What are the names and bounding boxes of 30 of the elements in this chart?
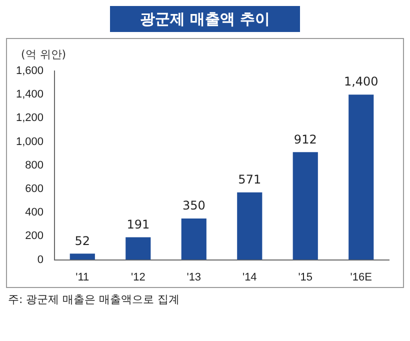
chart-title: 광군제 매출액 추이	[110, 6, 300, 32]
data-label: 1,400	[344, 74, 378, 89]
data-label: 52	[74, 234, 90, 248]
text: 주: 광군제 매출은 매출액으로 집계	[8, 292, 181, 307]
y-tick-label: 600	[25, 183, 44, 196]
y-tick-label: 1,600	[16, 65, 44, 78]
x-tick-label: '11	[76, 271, 90, 284]
y-tick-label: 1,000	[16, 136, 44, 148]
x-tick-label: '15	[298, 271, 313, 284]
bar	[181, 218, 206, 260]
bar	[126, 237, 151, 260]
data-label: 912	[294, 132, 317, 146]
y-axis-title: (억 위안)	[21, 47, 66, 62]
y-tick-label: 1,200	[16, 112, 44, 124]
x-tick-label: '16E	[350, 271, 372, 284]
y-tick-label: 400	[25, 206, 44, 219]
y-tick-label: 200	[25, 230, 44, 242]
y-tick-label: 0	[37, 254, 44, 266]
data-label: 191	[126, 217, 150, 232]
x-tick-label: '12	[130, 271, 146, 284]
bar	[70, 254, 95, 260]
bar	[292, 152, 318, 260]
y-tick-label: 800	[25, 159, 44, 172]
y-tick-label: 1,400	[16, 88, 44, 101]
x-tick-label: '13	[186, 271, 202, 284]
data-label: 571	[238, 172, 262, 187]
bar	[348, 94, 374, 260]
x-tick-label: '14	[242, 271, 257, 284]
bar	[237, 192, 262, 260]
data-label: 350	[182, 198, 206, 213]
